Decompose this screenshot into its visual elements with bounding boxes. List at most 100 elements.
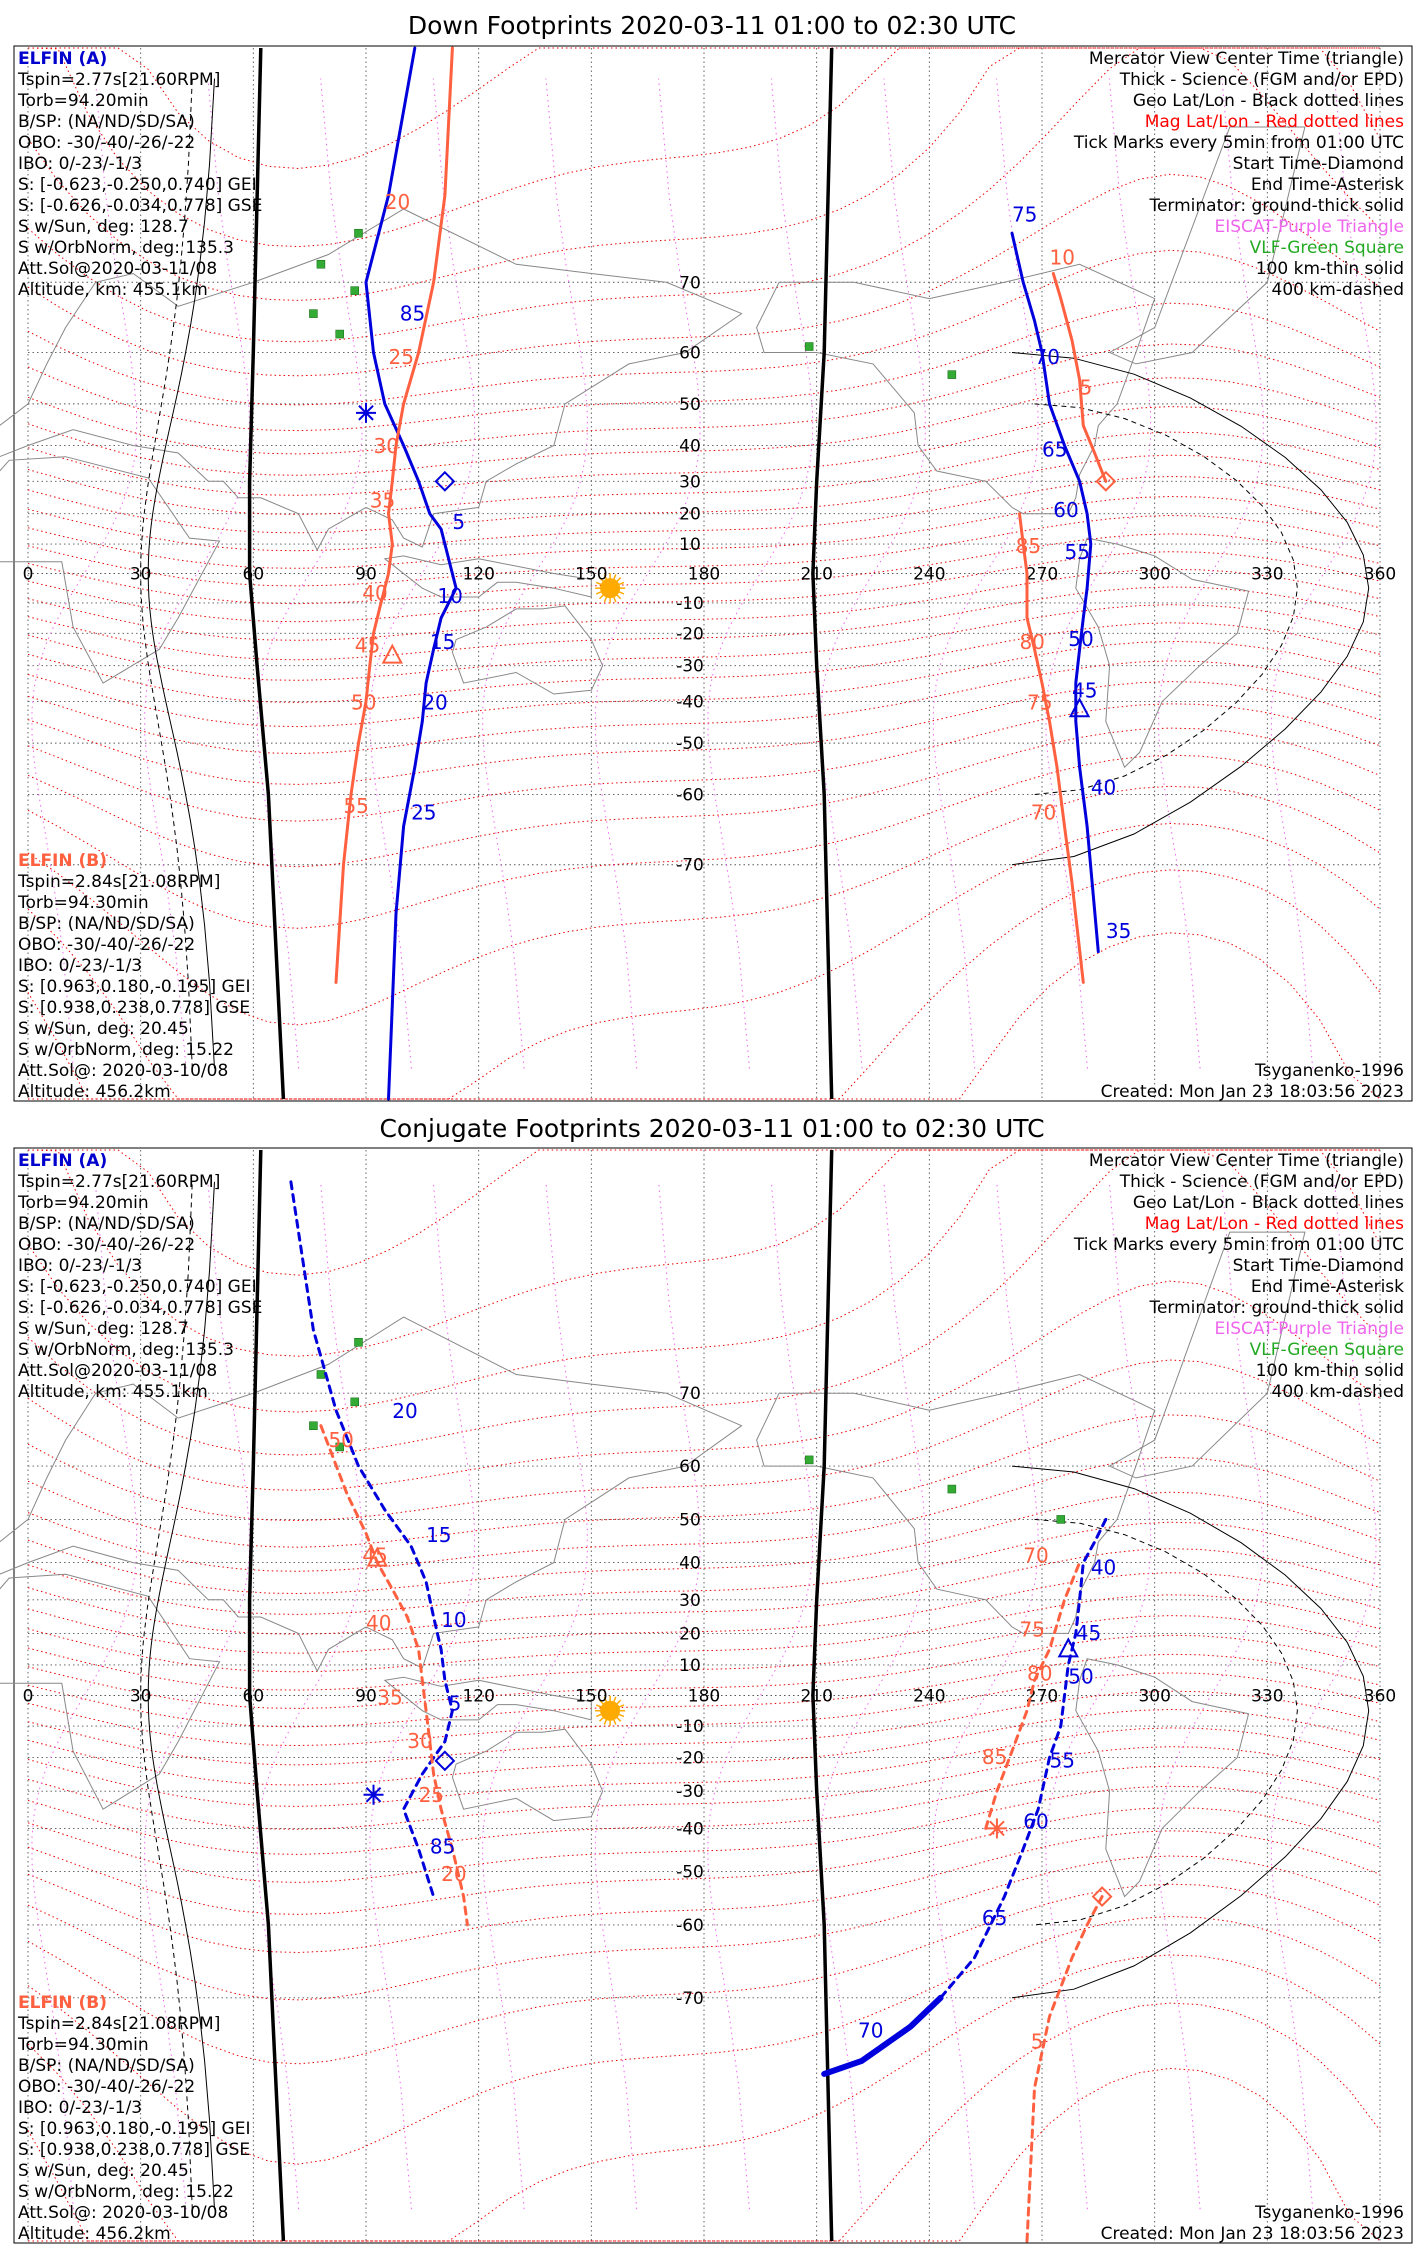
time-label-b: 30 [407,1729,432,1753]
y-tick-label: -30 [676,657,704,677]
time-label-b: 45 [362,1544,387,1568]
terminator [140,47,1370,1100]
mag-grid [27,47,1381,1100]
legend-line: Terminator: ground-thick solid [1148,1298,1404,1318]
x-tick-label: 330 [1251,1687,1283,1707]
track-a [939,1517,1108,2000]
tick-labels: 0 30 60 90 120 150 180 210 240 270 300 330 360 -70 -60… [23,1384,1397,2009]
y-tick-label: 60 [679,1457,701,1477]
time-label-b: 50 [351,690,376,714]
x-tick-label: 60 [243,565,265,585]
info-text: ELFIN (A)Tspin=2.77s[21.60RPM]Torb=94.20… [17,1151,1404,2244]
time-label-b: 80 [1019,630,1044,654]
y-tick-label: 40 [679,436,701,456]
terminator-line [811,1149,834,2242]
time-label-a: 65 [1042,438,1067,462]
mag-parallel [27,1414,1381,1548]
panel-title: Down Footprints 2020-03-11 01:00 to 02:3… [408,11,1016,40]
time-label-a: 15 [430,630,455,654]
mag-parallel [27,1594,1381,1673]
mag-meridian [1270,1181,1377,2210]
time-label-b: 20 [385,190,410,214]
elfin-b-info-line: S: [0.963,0.180,-0.195] GEI [18,2119,250,2139]
mag-parallel [28,2067,1381,2242]
vlf-square [804,1455,814,1465]
mag-parallel [27,754,1381,929]
track-a [364,46,458,1101]
vlf-square [316,1370,326,1379]
x-tick-label: 210 [800,565,832,585]
mag-parallel [27,454,1381,534]
coastline [451,1728,604,1822]
x-tick-label: 150 [575,565,607,585]
elfin-a-info-line: Torb=94.20min [17,91,149,111]
mag-parallel [27,1765,1381,1855]
end-asterisk [363,1784,384,1805]
legend-line: Thick - Science (FGM and/or EPD) [1119,1172,1404,1192]
time-label-b: 50 [328,1428,353,1452]
conjugate-footprints-panel: Conjugate Footprints 2020-03-11 01:00 to… [0,1114,1413,2244]
elfin-a-info-line: ELFIN (A) [18,49,107,69]
elfin-b-info-line: Tspin=2.84s[21.08RPM] [17,872,220,892]
end-asterisk [986,1818,1007,1839]
footprint-tracks [334,46,1108,1101]
track-b [1025,1895,1104,2243]
elfin-a-info-line: S: [-0.626,-0.034,0.778] GSE [18,1298,262,1318]
x-tick-label: 0 [23,1687,34,1707]
mag-parallel [27,551,1381,623]
sun-ray [618,590,625,595]
mag-parallel [27,622,1381,703]
time-label-a: 20 [422,690,447,714]
legend-line: EISCAT-Purple Triangle [1214,217,1404,237]
mag-parallel [27,1727,1381,1807]
y-tick-label: -10 [676,1717,704,1737]
x-tick-label: 60 [243,1687,265,1707]
y-tick-label: 20 [679,1624,701,1644]
time-label-a: 25 [411,801,436,825]
track-b [984,1561,1082,1830]
time-label-a: 70 [858,2018,883,2042]
x-tick-label: 0 [23,565,34,585]
mag-parallel [27,495,1381,569]
elfin-a-info-line: Att.Sol@2020-03-11/08 [18,259,217,279]
elfin-a-info-line: Altitude, km: 455.1km [18,1382,208,1402]
y-tick-label: -50 [676,734,704,754]
mag-meridian [1158,78,1264,1069]
y-tick-label: -60 [676,1916,704,1936]
legend-line: VLF-Green Square [1250,1340,1404,1360]
elfin-b-info-line: S w/Sun, deg: 20.45 [18,2161,189,2181]
legend-line: EISCAT-Purple Triangle [1214,1319,1404,1339]
legend-line: End Time-Asterisk [1251,175,1404,195]
elfin-b-info-line: ELFIN (B) [18,851,107,871]
horizon-100km [147,78,215,1069]
coastline [1075,537,1250,769]
footprint-tracks [289,1180,1108,2243]
mag-meridian [594,1181,701,2210]
terminator-line [811,47,834,1100]
legend-line: Start Time-Diamond [1233,1256,1404,1276]
asterisk-stroke [989,1820,1005,1837]
sun-ray [595,1704,603,1708]
mag-parallel [27,1521,1381,1615]
y-tick-label: -40 [676,1819,704,1839]
mag-parallel [28,47,1380,170]
time-label-b: 5 [1080,376,1093,400]
legend-line: VLF-Green Square [1250,238,1404,258]
markers [356,402,1117,718]
asterisk-stroke [365,1786,382,1803]
horizon-100km [1011,1465,1370,1999]
sun-ray [618,1704,625,1708]
track-b [334,46,454,984]
markers [363,1546,1113,1907]
time-label-a: 35 [1106,919,1131,943]
time-label-a: 85 [430,1834,455,1858]
time-label-b: 80 [1027,1661,1052,1685]
elfin-b-info-line: S w/Sun, deg: 20.45 [18,1019,189,1039]
y-tick-label: 10 [679,1656,701,1676]
y-tick-label: 30 [679,472,701,492]
mag-parallel [27,1883,1381,2065]
track-b [1018,512,1085,984]
time-label-b: 85 [1016,534,1041,558]
time-label-a: 50 [1068,627,1093,651]
sun-icon [595,573,626,604]
